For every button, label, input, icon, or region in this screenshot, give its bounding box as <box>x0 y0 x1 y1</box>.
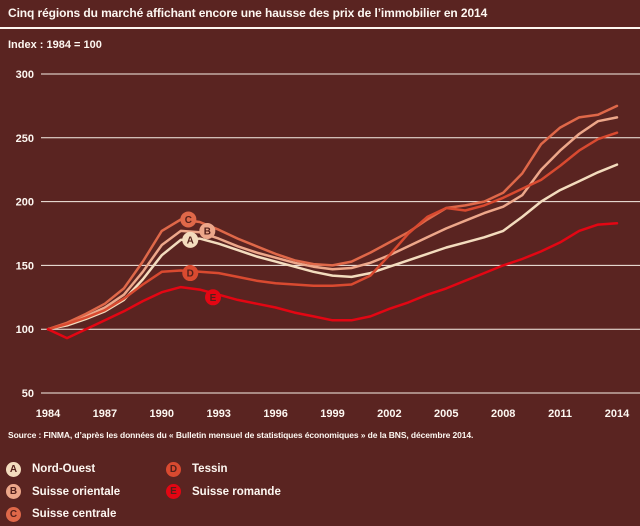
series-marker-B <box>199 222 216 239</box>
series-marker-letter-A: A <box>187 235 194 246</box>
legend-label-C: Suisse centrale <box>32 508 117 520</box>
y-axis-label: 300 <box>16 69 34 81</box>
x-axis-label: 1993 <box>206 408 230 420</box>
series-marker-D <box>182 265 199 282</box>
source-note: Source : FINMA, d’après les données du «… <box>8 430 474 440</box>
legend-marker-C: C <box>6 506 21 522</box>
series-marker-E <box>205 289 222 306</box>
series-marker-letter-C: C <box>185 215 192 226</box>
y-axis-label: 200 <box>16 197 34 209</box>
x-axis-label: 1990 <box>150 408 174 420</box>
legend-item-D: D Tessin <box>166 461 228 477</box>
x-axis-label: 2008 <box>491 408 515 420</box>
x-axis-label: 1996 <box>263 408 287 420</box>
legend-label-A: Nord-Ouest <box>32 463 96 475</box>
series-line-E <box>46 222 619 340</box>
legend-marker-E: E <box>166 484 181 499</box>
x-axis-label: 1984 <box>36 408 61 420</box>
y-axis-label: 250 <box>16 133 34 145</box>
series-marker-A <box>182 231 199 248</box>
series-marker-letter-B: B <box>204 226 211 237</box>
legend-marker-D: D <box>166 461 181 477</box>
legend-label-E: Suisse romande <box>192 485 281 498</box>
x-axis-label: 2014 <box>605 408 630 420</box>
series-line-C <box>46 104 619 331</box>
legend-item-C: C Suisse centrale <box>6 506 116 522</box>
y-axis-label: 150 <box>16 260 34 272</box>
legend-label-D: Tessin <box>192 463 228 475</box>
legend: A Nord-Ouest B Suisse orientale C Suisse cent… <box>6 461 436 523</box>
x-axis-label: 1987 <box>93 408 117 420</box>
x-axis-label: 2005 <box>434 408 458 420</box>
x-axis-label: 2002 <box>377 408 401 420</box>
legend-marker-A: A <box>6 461 21 477</box>
series-line-A <box>46 163 619 331</box>
series-line-B <box>46 116 619 331</box>
x-axis-label: 1999 <box>320 408 344 420</box>
title-rule <box>0 27 640 29</box>
series-marker-letter-E: E <box>210 293 217 304</box>
legend-item-B: B Suisse orientale <box>6 484 120 500</box>
y-axis-label: 50 <box>22 388 34 400</box>
legend-item-E: E Suisse romande <box>166 484 281 500</box>
legend-marker-B: B <box>6 484 21 499</box>
page-title: Cinq régions du marché affichant encore … <box>8 6 488 20</box>
series-marker-letter-D: D <box>187 269 194 280</box>
series-marker-C <box>180 211 197 228</box>
legend-label-B: Suisse orientale <box>32 485 121 498</box>
y-axis-label: 100 <box>16 324 34 336</box>
x-axis-label: 2011 <box>548 408 572 420</box>
index-note: Index : 1984 = 100 <box>8 39 102 51</box>
series-line-D <box>46 131 619 331</box>
legend-item-A: A Nord-Ouest <box>6 461 95 477</box>
